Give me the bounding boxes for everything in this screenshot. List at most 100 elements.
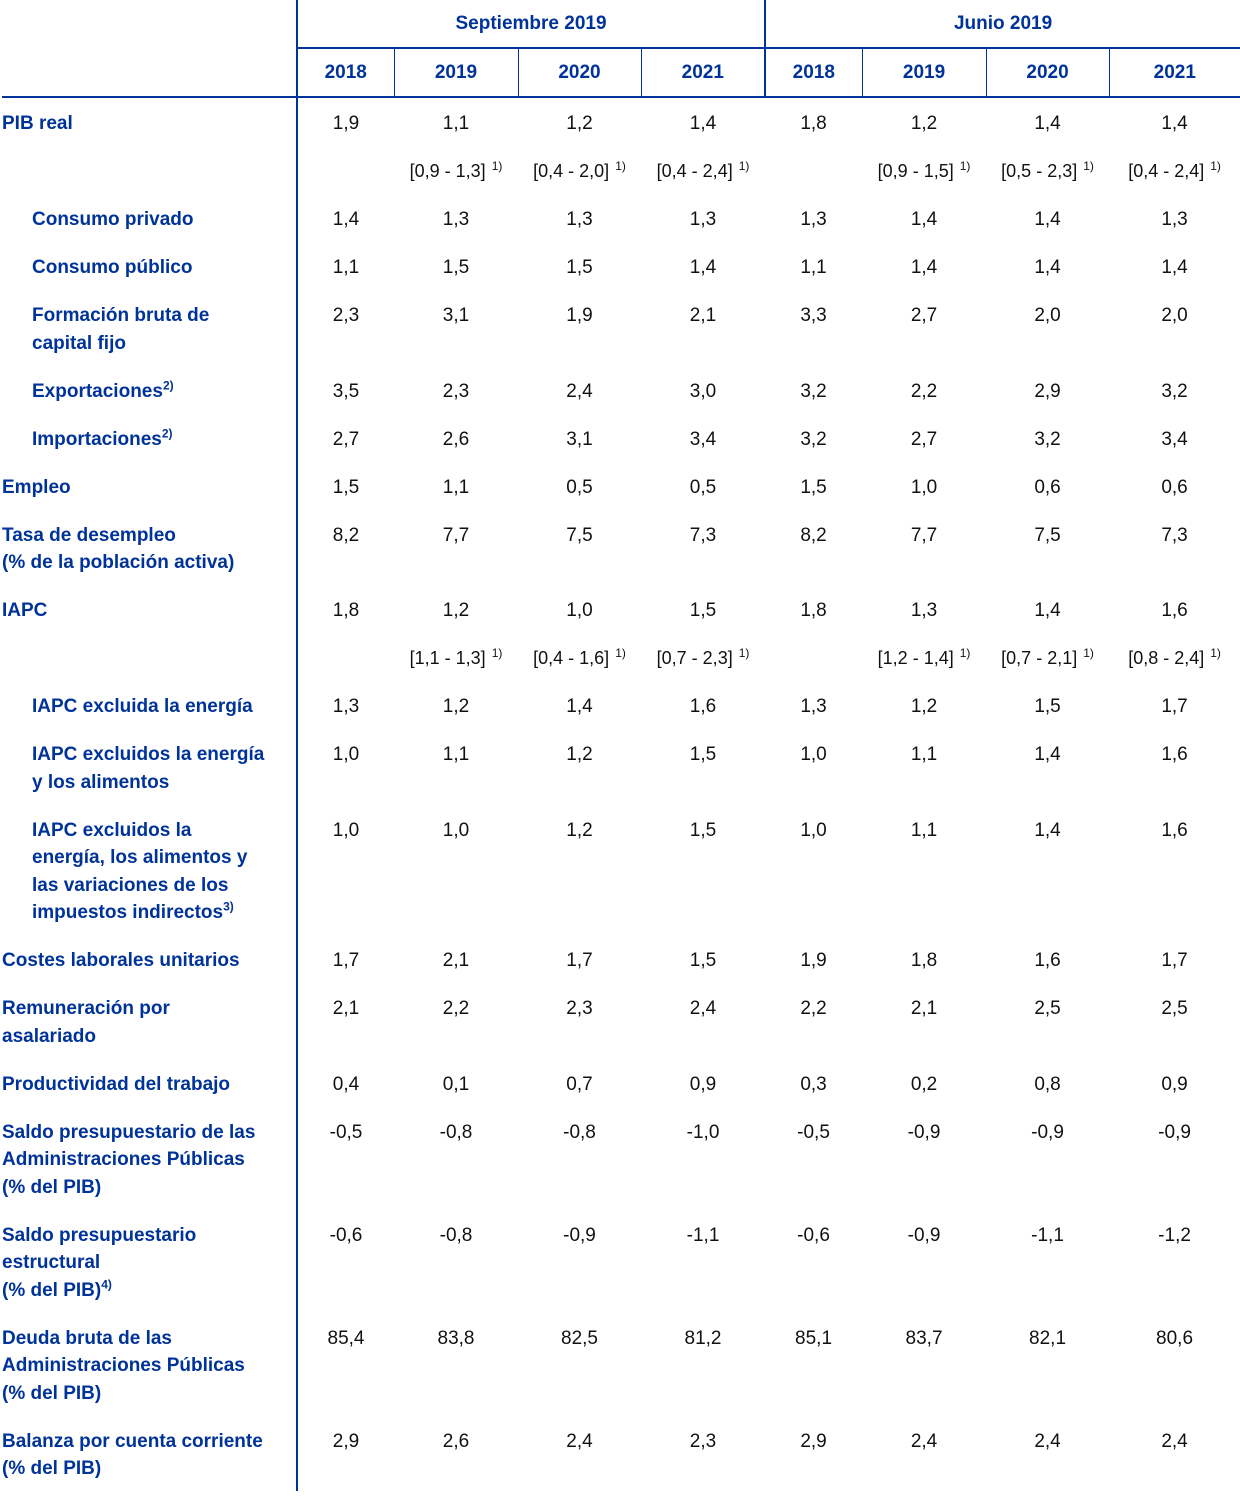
row-label: Tasa de desempleo (% de la población acti…	[2, 509, 298, 585]
value-cell: 82,1	[1029, 1327, 1067, 1349]
year-header: 2019	[393, 48, 518, 98]
value-cell: 80,6	[1156, 1327, 1194, 1349]
value-cell: 1,4	[1161, 113, 1188, 134]
value-cell: 1,5	[689, 600, 717, 621]
range-cell: [0,4 - 2,0] 1)	[518, 146, 641, 194]
range-value: [0,4 - 2,0]	[533, 161, 610, 181]
value-cell: 82,5	[561, 1327, 598, 1349]
value-cell: 1,4	[1034, 257, 1061, 278]
range-value: [0,9 - 1,5]	[877, 161, 954, 181]
value-cell: -1,1	[686, 1224, 720, 1246]
value-cell: 3,1	[442, 305, 470, 326]
footnote-marker: 2)	[161, 426, 173, 441]
row-label: PIB real	[2, 97, 298, 146]
value-cell: 1,0	[332, 819, 360, 841]
footnote-marker: 1)	[738, 646, 750, 660]
value-cell: 1,6	[1161, 744, 1188, 765]
value-cell: -0,8	[439, 1224, 473, 1246]
value-cell: 2,5	[1161, 998, 1188, 1019]
value-cell: 1,5	[566, 257, 593, 278]
table-row: IAPC excluida la energía 1,3 1,2 1,4 1,6 1,3 1…	[2, 681, 1240, 729]
year-header: 2019	[861, 48, 987, 98]
value-cell: 1,4	[1161, 257, 1188, 278]
row-label: Productividad del trabajo	[2, 1058, 298, 1107]
value-cell: 2,4	[910, 1430, 938, 1452]
value-cell: 1,8	[910, 950, 938, 971]
row-label: Remuneración por asalariado	[2, 983, 298, 1059]
value-cell: 2,9	[332, 1430, 360, 1452]
value-cell: -0,5	[329, 1121, 363, 1143]
value-cell: 1,1	[442, 744, 470, 765]
value-cell: 1,4	[1034, 744, 1061, 765]
value-cell: 8,2	[800, 524, 827, 546]
value-cell: 1,8	[332, 600, 360, 621]
value-cell: 1,4	[910, 209, 938, 230]
row-label: Formación bruta de capital fijo	[2, 290, 298, 366]
value-cell: 0,6	[1034, 476, 1061, 498]
year-header: 2021	[640, 48, 766, 98]
value-cell: 1,0	[910, 476, 938, 498]
value-cell: 7,7	[910, 524, 938, 546]
value-cell: 1,9	[332, 113, 360, 134]
value-cell: 1,1	[910, 744, 938, 765]
value-cell: 1,4	[689, 257, 717, 278]
range-value: [0,9 - 1,3]	[409, 161, 486, 181]
value-cell: 2,6	[442, 1430, 470, 1452]
value-cell: -0,9	[1031, 1121, 1064, 1143]
value-cell: 7,3	[689, 524, 717, 546]
row-label	[2, 146, 298, 194]
value-cell: -0,6	[797, 1224, 830, 1246]
value-cell: -0,9	[907, 1224, 941, 1246]
value-cell: 7,5	[1034, 524, 1061, 546]
value-cell: 2,4	[566, 380, 593, 402]
value-cell: 2,4	[566, 1430, 593, 1452]
value-cell: 1,2	[566, 819, 593, 841]
range-value: [0,5 - 2,3]	[1001, 161, 1078, 181]
range-cell: [0,8 - 2,4] 1)	[1109, 633, 1240, 681]
range-cell: [0,4 - 1,6] 1)	[518, 633, 641, 681]
value-cell: -0,8	[563, 1121, 596, 1143]
value-cell: 81,2	[684, 1327, 722, 1349]
year-header: 2020	[517, 48, 641, 98]
range-value: [1,1 - 1,3]	[409, 648, 486, 668]
range-cell: [0,9 - 1,5] 1)	[862, 146, 986, 194]
footnote-marker: 1)	[1083, 159, 1094, 173]
value-cell: 1,8	[800, 113, 827, 134]
value-cell: 2,0	[1034, 305, 1061, 326]
value-cell: 0,6	[1161, 476, 1188, 498]
table-row: Saldo presupuestario estructural (% del PI…	[2, 1209, 1240, 1313]
table-row: [1,1 - 1,3] 1) [0,4 - 1,6] 1) [0,7 - 2,3] 1)[…	[2, 633, 1240, 681]
value-cell: 3,5	[332, 380, 360, 402]
value-cell: 1,0	[566, 600, 593, 621]
range-value: [0,4 - 1,6]	[533, 648, 610, 668]
value-cell: 1,5	[800, 476, 827, 498]
value-cell: 2,6	[442, 428, 470, 450]
value-cell: 1,2	[566, 113, 593, 134]
table-row: Saldo presupuestario de las Administracio…	[2, 1106, 1240, 1210]
value-cell: 3,2	[1161, 380, 1188, 402]
value-cell: -1,1	[1031, 1224, 1064, 1246]
value-cell: 7,5	[566, 524, 593, 546]
value-cell: 83,8	[437, 1327, 475, 1349]
value-cell: 2,9	[1034, 380, 1061, 402]
value-cell: 1,7	[1161, 950, 1188, 971]
value-cell: 0,5	[689, 476, 717, 498]
value-cell: -1,0	[686, 1121, 720, 1143]
value-cell: 1,5	[689, 950, 717, 971]
value-cell: 1,4	[689, 113, 717, 134]
value-cell: 1,6	[1034, 950, 1061, 971]
value-cell: 1,6	[689, 696, 717, 717]
value-cell: 7,3	[1161, 524, 1188, 546]
value-cell: 1,0	[332, 744, 360, 765]
range-cell: [0,4 - 2,4] 1)	[641, 146, 765, 194]
value-cell: 1,8	[800, 600, 827, 621]
value-cell: 1,1	[332, 257, 360, 278]
value-cell: 0,8	[1034, 1073, 1061, 1095]
value-cell: 1,3	[800, 696, 827, 717]
table-row: Costes laborales unitarios 1,7 2,1 1,7 1,5 1,…	[2, 935, 1240, 983]
table-row: IAPC excluidos la energía, los alimentos …	[2, 804, 1240, 935]
value-cell: 2,3	[689, 1430, 717, 1452]
value-cell: 1,6	[1161, 600, 1188, 621]
row-label	[2, 633, 298, 681]
value-cell: 1,4	[1034, 113, 1061, 134]
